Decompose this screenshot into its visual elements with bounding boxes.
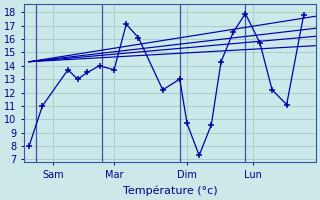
X-axis label: Température (°c): Température (°c)	[123, 185, 217, 196]
